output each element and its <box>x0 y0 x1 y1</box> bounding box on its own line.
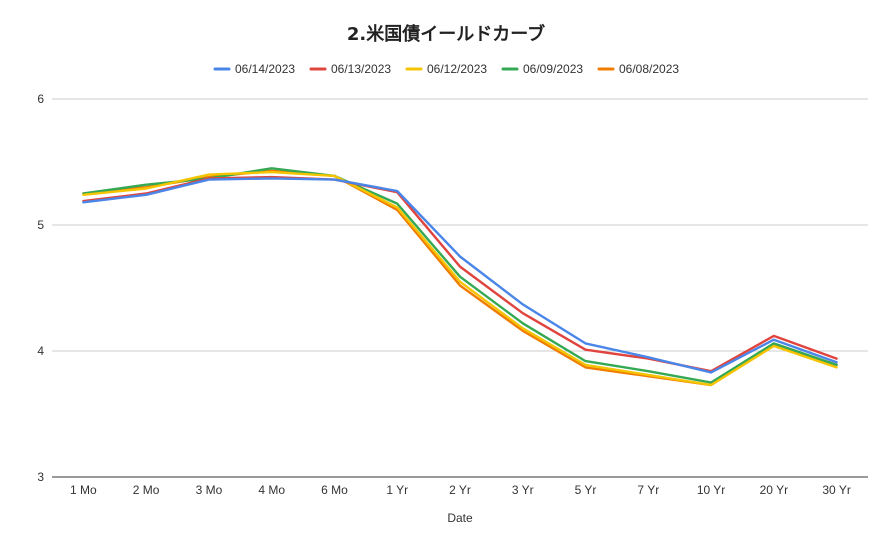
legend: 06/14/2023 06/13/2023 06/12/2023 06/09/2023… <box>213 62 679 76</box>
y-tick-label: 5 <box>37 218 44 232</box>
legend-label: 06/13/2023 <box>331 62 391 76</box>
y-tick-label: 6 <box>37 92 44 106</box>
x-tick-label: 7 Yr <box>637 483 659 497</box>
series-lines <box>82 167 838 387</box>
x-axis-title: Date <box>447 511 473 525</box>
chart-title: 2.米国債イールドカーブ <box>347 23 545 45</box>
legend-label: 06/08/2023 <box>619 62 679 76</box>
x-tick-label: 6 Mo <box>321 483 348 497</box>
x-tick-label: 20 Yr <box>760 483 788 497</box>
x-tick-label: 30 Yr <box>822 483 850 497</box>
x-tick-label: 10 Yr <box>697 483 725 497</box>
x-axis-tick-labels: 1 Mo 2 Mo 3 Mo 4 Mo 6 Mo 1 Yr 2 Yr 3 Yr 5 Yr 7 Yr… <box>70 483 851 497</box>
y-axis-tick-labels: 3 4 5 6 <box>37 92 44 484</box>
legend-item[interactable]: 06/08/2023 <box>597 62 679 76</box>
x-tick-label: 4 Mo <box>258 483 285 497</box>
x-tick-label: 2 Mo <box>133 483 160 497</box>
x-tick-label: 1 Yr <box>386 483 408 497</box>
x-tick-label: 3 Mo <box>196 483 223 497</box>
legend-label: 06/09/2023 <box>523 62 583 76</box>
legend-item[interactable]: 06/09/2023 <box>501 62 583 76</box>
series-line-06-12-2023 <box>82 170 838 387</box>
x-tick-label: 5 Yr <box>575 483 597 497</box>
series-line-06-14-2023 <box>82 177 838 374</box>
legend-item[interactable]: 06/12/2023 <box>405 62 487 76</box>
y-tick-label: 4 <box>37 344 44 358</box>
legend-item[interactable]: 06/13/2023 <box>309 62 391 76</box>
legend-item[interactable]: 06/14/2023 <box>213 62 295 76</box>
series-line-06-13-2023 <box>82 175 838 373</box>
x-tick-label: 1 Mo <box>70 483 97 497</box>
legend-label: 06/14/2023 <box>235 62 295 76</box>
x-tick-label: 2 Yr <box>449 483 471 497</box>
x-tick-label: 3 Yr <box>512 483 534 497</box>
gridlines <box>52 98 868 478</box>
y-tick-label: 3 <box>37 470 44 484</box>
legend-label: 06/12/2023 <box>427 62 487 76</box>
series-line-06-09-2023 <box>82 167 838 384</box>
